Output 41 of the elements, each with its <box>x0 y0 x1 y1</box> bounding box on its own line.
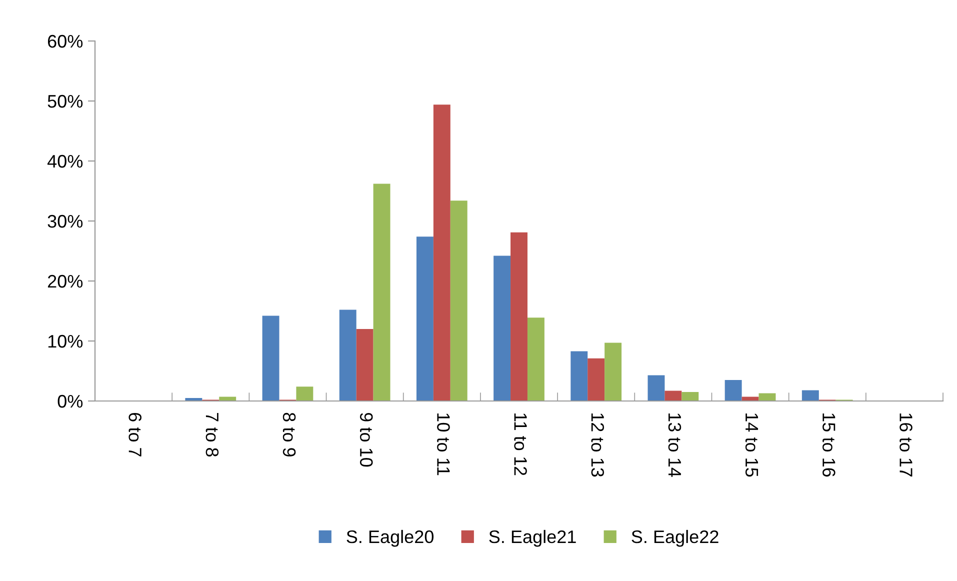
bar <box>758 393 776 401</box>
bar <box>433 104 450 401</box>
y-tick-label: 50% <box>48 94 83 108</box>
bar <box>339 310 356 401</box>
x-tick-label: 12 to 13 <box>591 413 604 477</box>
bar <box>648 375 665 401</box>
bar <box>510 232 528 401</box>
bar <box>682 392 699 401</box>
y-tick-label: 0% <box>58 394 83 408</box>
bar <box>604 342 622 401</box>
y-tick-label: 10% <box>48 334 83 348</box>
bar <box>664 390 682 401</box>
x-tick-label: 14 to 15 <box>745 413 758 477</box>
x-tick-label: 7 to 8 <box>206 413 219 456</box>
bar <box>527 318 544 401</box>
bar <box>570 351 588 401</box>
legend-label: S. Eagle20 <box>346 530 434 547</box>
bar <box>296 386 314 401</box>
x-tick-label: 15 to 16 <box>822 413 836 477</box>
x-tick-label: 13 to 14 <box>668 413 682 477</box>
x-tick-label: 8 to 9 <box>282 412 296 456</box>
y-tick-label: 30% <box>48 214 83 228</box>
bar <box>588 358 605 401</box>
legend-label: S. Eagle21 <box>489 530 576 547</box>
x-tick-label: 11 to 12 <box>514 413 527 476</box>
x-tick-label: 6 to 7 <box>128 413 142 456</box>
x-tick-label: 10 to 11 <box>437 413 450 476</box>
y-tick-label: 60% <box>48 34 83 48</box>
bar <box>356 329 374 401</box>
legend-label: S. Eagle22 <box>632 530 718 547</box>
bar <box>373 184 390 401</box>
bar <box>494 256 511 401</box>
x-tick-label: 16 to 17 <box>900 413 912 476</box>
y-tick-label: 40% <box>47 154 83 168</box>
bar <box>416 236 434 401</box>
x-tick-label: 9 to 10 <box>360 412 373 467</box>
bar <box>450 200 468 401</box>
y-tick-label: 20% <box>48 274 83 288</box>
bar <box>802 390 819 401</box>
bar <box>262 316 280 401</box>
bar <box>724 380 742 401</box>
